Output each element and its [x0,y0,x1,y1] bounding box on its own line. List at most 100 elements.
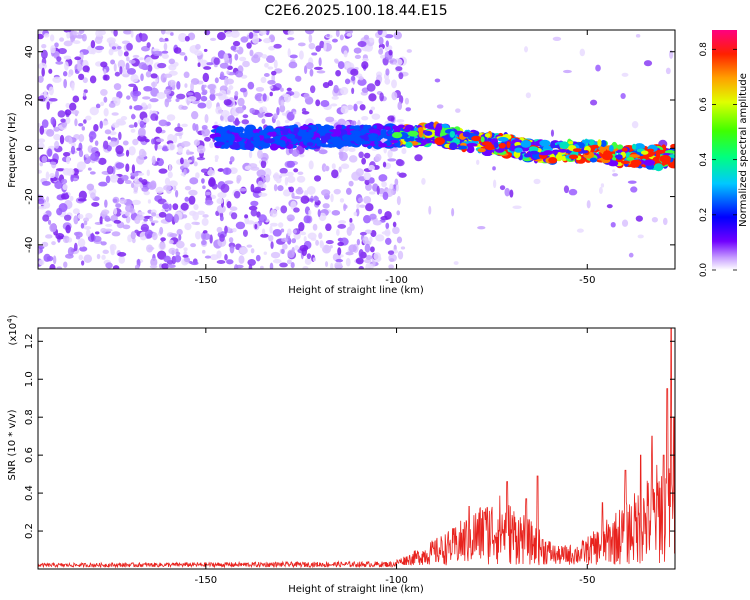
heatmap-cell [340,86,349,96]
heatmap-cell [307,125,318,133]
heatmap-cell [396,119,405,123]
heatmap-cell [83,220,88,226]
heatmap-cell [103,108,109,117]
heatmap-cell [242,229,248,237]
heatmap-cell [81,33,87,42]
heatmap-cell [239,188,247,192]
heatmap-cell [103,74,110,81]
heatmap-cell [308,42,316,50]
heatmap-cell [493,141,499,149]
spectrogram-y-tick-label: 20 [24,94,35,107]
heatmap-cell [612,173,619,177]
heatmap-cell [46,196,50,203]
heatmap-cell [405,107,412,112]
heatmap-cell [559,141,570,150]
heatmap-cell [108,141,118,147]
heatmap-cell [259,107,264,114]
heatmap-cell [246,42,252,49]
heatmap-cell [103,96,108,103]
heatmap-cell [335,30,340,37]
heatmap-cell [668,49,674,60]
heatmap-cell [214,77,219,84]
heatmap-cell [315,99,321,107]
heatmap-cell [103,68,107,75]
heatmap-cell [235,70,244,78]
heatmap-cell [647,148,654,152]
heatmap-cell [258,130,266,136]
heatmap-cell [270,35,275,42]
heatmap-cell [169,233,178,238]
heatmap-cell [50,45,56,54]
heatmap-cell [361,157,367,165]
heatmap-cell [196,145,206,154]
heatmap-cell [186,149,190,156]
heatmap-cell [595,64,601,72]
heatmap-cell [354,130,361,138]
heatmap-cell [158,168,168,174]
heatmap-cell [590,99,598,106]
snr-frame [37,327,676,570]
heatmap-cell [151,232,158,241]
heatmap-cell [54,181,63,190]
heatmap-cell [259,30,267,36]
heatmap-cell [272,259,282,264]
heatmap-cell [662,217,668,226]
heatmap-cell [292,229,297,234]
heatmap-cell [53,133,61,141]
heatmap-cell [398,72,404,80]
heatmap-cell [250,166,260,171]
heatmap-cell [370,230,377,238]
heatmap-cell [269,225,273,234]
spectrogram-ticks: -150 -100 -50 -40 -20 0 20 40 [24,30,675,286]
heatmap-cell [279,104,286,113]
heatmap-cell [43,90,47,99]
heatmap-cell [131,199,141,206]
heatmap-cell [342,134,350,141]
heatmap-cell [187,96,197,102]
heatmap-cell [286,259,292,265]
heatmap-cell [47,148,53,157]
heatmap-cell [87,167,92,171]
heatmap-cell [331,95,339,100]
heatmap-cell [434,78,441,83]
heatmap-cell [572,148,582,153]
heatmap-cell [167,171,173,179]
heatmap-cell [351,87,355,95]
heatmap-cell [102,249,109,255]
heatmap-cell [195,43,201,50]
heatmap-cell [320,135,326,140]
heatmap-cell [234,53,239,61]
spectrogram-x-tick-label: -100 [385,275,408,286]
heatmap-cell [249,107,256,114]
heatmap-cell [358,151,364,159]
heatmap-cell [49,264,56,269]
heatmap-cell [174,254,182,263]
heatmap-cell [128,59,136,64]
heatmap-cell [173,213,180,223]
heatmap-cell [291,149,300,157]
heatmap-cell [151,138,155,145]
heatmap-cell [90,152,99,162]
heatmap-cell [643,60,653,67]
heatmap-cell [158,242,167,251]
heatmap-cell [162,203,170,210]
heatmap-cell [201,128,211,137]
heatmap-cell [269,143,279,151]
heatmap-cell [277,185,284,192]
heatmap-cell [359,231,367,236]
heatmap-cell [38,169,43,174]
heatmap-cell [337,241,345,247]
heatmap-cell [280,99,285,107]
heatmap-cell [100,241,107,246]
heatmap-cell [163,255,171,263]
heatmap-cell [291,192,295,199]
heatmap-cell [382,191,389,201]
heatmap-cell [224,253,228,261]
heatmap-cell [655,151,661,159]
heatmap-cell [630,159,642,166]
heatmap-cell [157,62,167,69]
heatmap-cell [149,264,158,269]
heatmap-cell [378,134,385,139]
heatmap-cell [142,96,151,100]
heatmap-cell [348,155,358,163]
